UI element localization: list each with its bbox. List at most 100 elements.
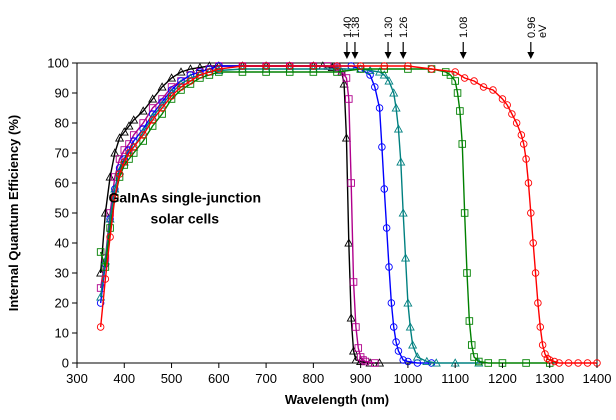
data-point [167, 92, 176, 100]
data-point [309, 68, 318, 76]
data-point [405, 322, 415, 331]
data-point [374, 67, 385, 76]
series-line [99, 65, 597, 364]
data-point [387, 299, 396, 307]
data-point [422, 356, 432, 365]
data-point [285, 62, 294, 70]
data-point [555, 359, 563, 367]
data-point [115, 170, 124, 178]
data-point [100, 208, 110, 217]
y-tick-label: 20 [55, 296, 69, 311]
data-point [262, 68, 270, 76]
data-point [412, 352, 422, 361]
data-point [479, 83, 488, 91]
data-point [375, 104, 384, 112]
data-point [354, 344, 363, 352]
data-point [531, 269, 540, 277]
bandgap-markers: 1.401.38 1.30 1.26 1.08 0.96 [342, 17, 538, 59]
data-point [536, 323, 545, 331]
data-point [393, 124, 404, 133]
data-point [451, 77, 459, 85]
bandgap-unit-label: eV [537, 24, 549, 38]
data-point [389, 323, 398, 331]
y-tick-label: 100 [47, 56, 69, 71]
data-point [238, 62, 247, 70]
data-point [371, 359, 379, 367]
data-point [508, 110, 516, 118]
data-point [342, 74, 351, 82]
x-tick-label: 300 [66, 371, 88, 386]
data-point [148, 104, 157, 112]
data-point [345, 95, 353, 103]
x-tick-label: 900 [350, 371, 372, 386]
data-point [101, 263, 110, 271]
data-point [503, 101, 511, 109]
data-point [96, 248, 105, 256]
bandgap-label: 1.38 [350, 17, 362, 38]
data-point [344, 238, 354, 247]
data-point [408, 340, 418, 349]
data-point [379, 70, 389, 79]
data-point [384, 76, 394, 85]
data-point [403, 298, 413, 307]
x-tick-label: 1000 [393, 371, 422, 386]
bandgap-marker: 1.26 [398, 17, 410, 59]
data-point [333, 62, 341, 70]
data-point [391, 103, 401, 112]
y-tick-label: 90 [55, 86, 69, 101]
data-point [467, 341, 476, 349]
data-point [371, 83, 379, 91]
x-tick-label: 800 [303, 371, 325, 386]
bandgap-arrow-head [527, 52, 535, 59]
data-point [564, 359, 573, 367]
data-point [541, 350, 549, 358]
data-point [374, 358, 385, 367]
data-point [512, 119, 521, 127]
data-point [524, 179, 533, 187]
data-point [176, 67, 186, 76]
series-6 [96, 62, 601, 367]
bandgap-arrow-head [459, 52, 467, 59]
data-point [465, 317, 474, 325]
y-tick-label: 0 [62, 356, 69, 371]
data-point [470, 353, 478, 361]
data-point [361, 357, 370, 366]
data-point [114, 133, 125, 142]
data-point [347, 179, 355, 187]
y-tick-label: 30 [55, 266, 69, 281]
data-point [341, 133, 352, 142]
data-point [139, 131, 147, 139]
y-tick-label: 50 [55, 206, 69, 221]
data-point [238, 68, 247, 76]
data-point [96, 292, 106, 301]
annotation-line-1: GaInAs single-junction [109, 190, 261, 206]
data-point [129, 131, 138, 139]
bandgap-arrow-head [343, 52, 351, 59]
data-point [378, 143, 386, 151]
y-tick-label: 10 [55, 326, 69, 341]
data-point [352, 323, 360, 331]
data-point [129, 115, 139, 124]
data-point [543, 354, 552, 363]
data-point [359, 356, 367, 364]
data-point [427, 65, 436, 73]
data-point [460, 74, 469, 82]
data-point [309, 62, 318, 70]
data-point [157, 82, 167, 91]
x-axis-title: Wavelength (nm) [285, 392, 389, 407]
data-point [138, 106, 148, 115]
data-point [101, 275, 110, 283]
data-point [519, 140, 528, 148]
bandgap-label: 0.96 [526, 17, 538, 38]
series-layer [96, 61, 601, 367]
data-point [366, 71, 374, 79]
data-point [106, 233, 114, 241]
bandgap-marker: 1.38 [350, 17, 362, 59]
series-line [99, 68, 550, 364]
bandgap-arrow-head [351, 52, 359, 59]
x-tick-label: 1400 [583, 371, 612, 386]
data-point [356, 62, 365, 70]
data-point [215, 65, 223, 73]
bandgap-marker: 0.96 [526, 17, 538, 59]
